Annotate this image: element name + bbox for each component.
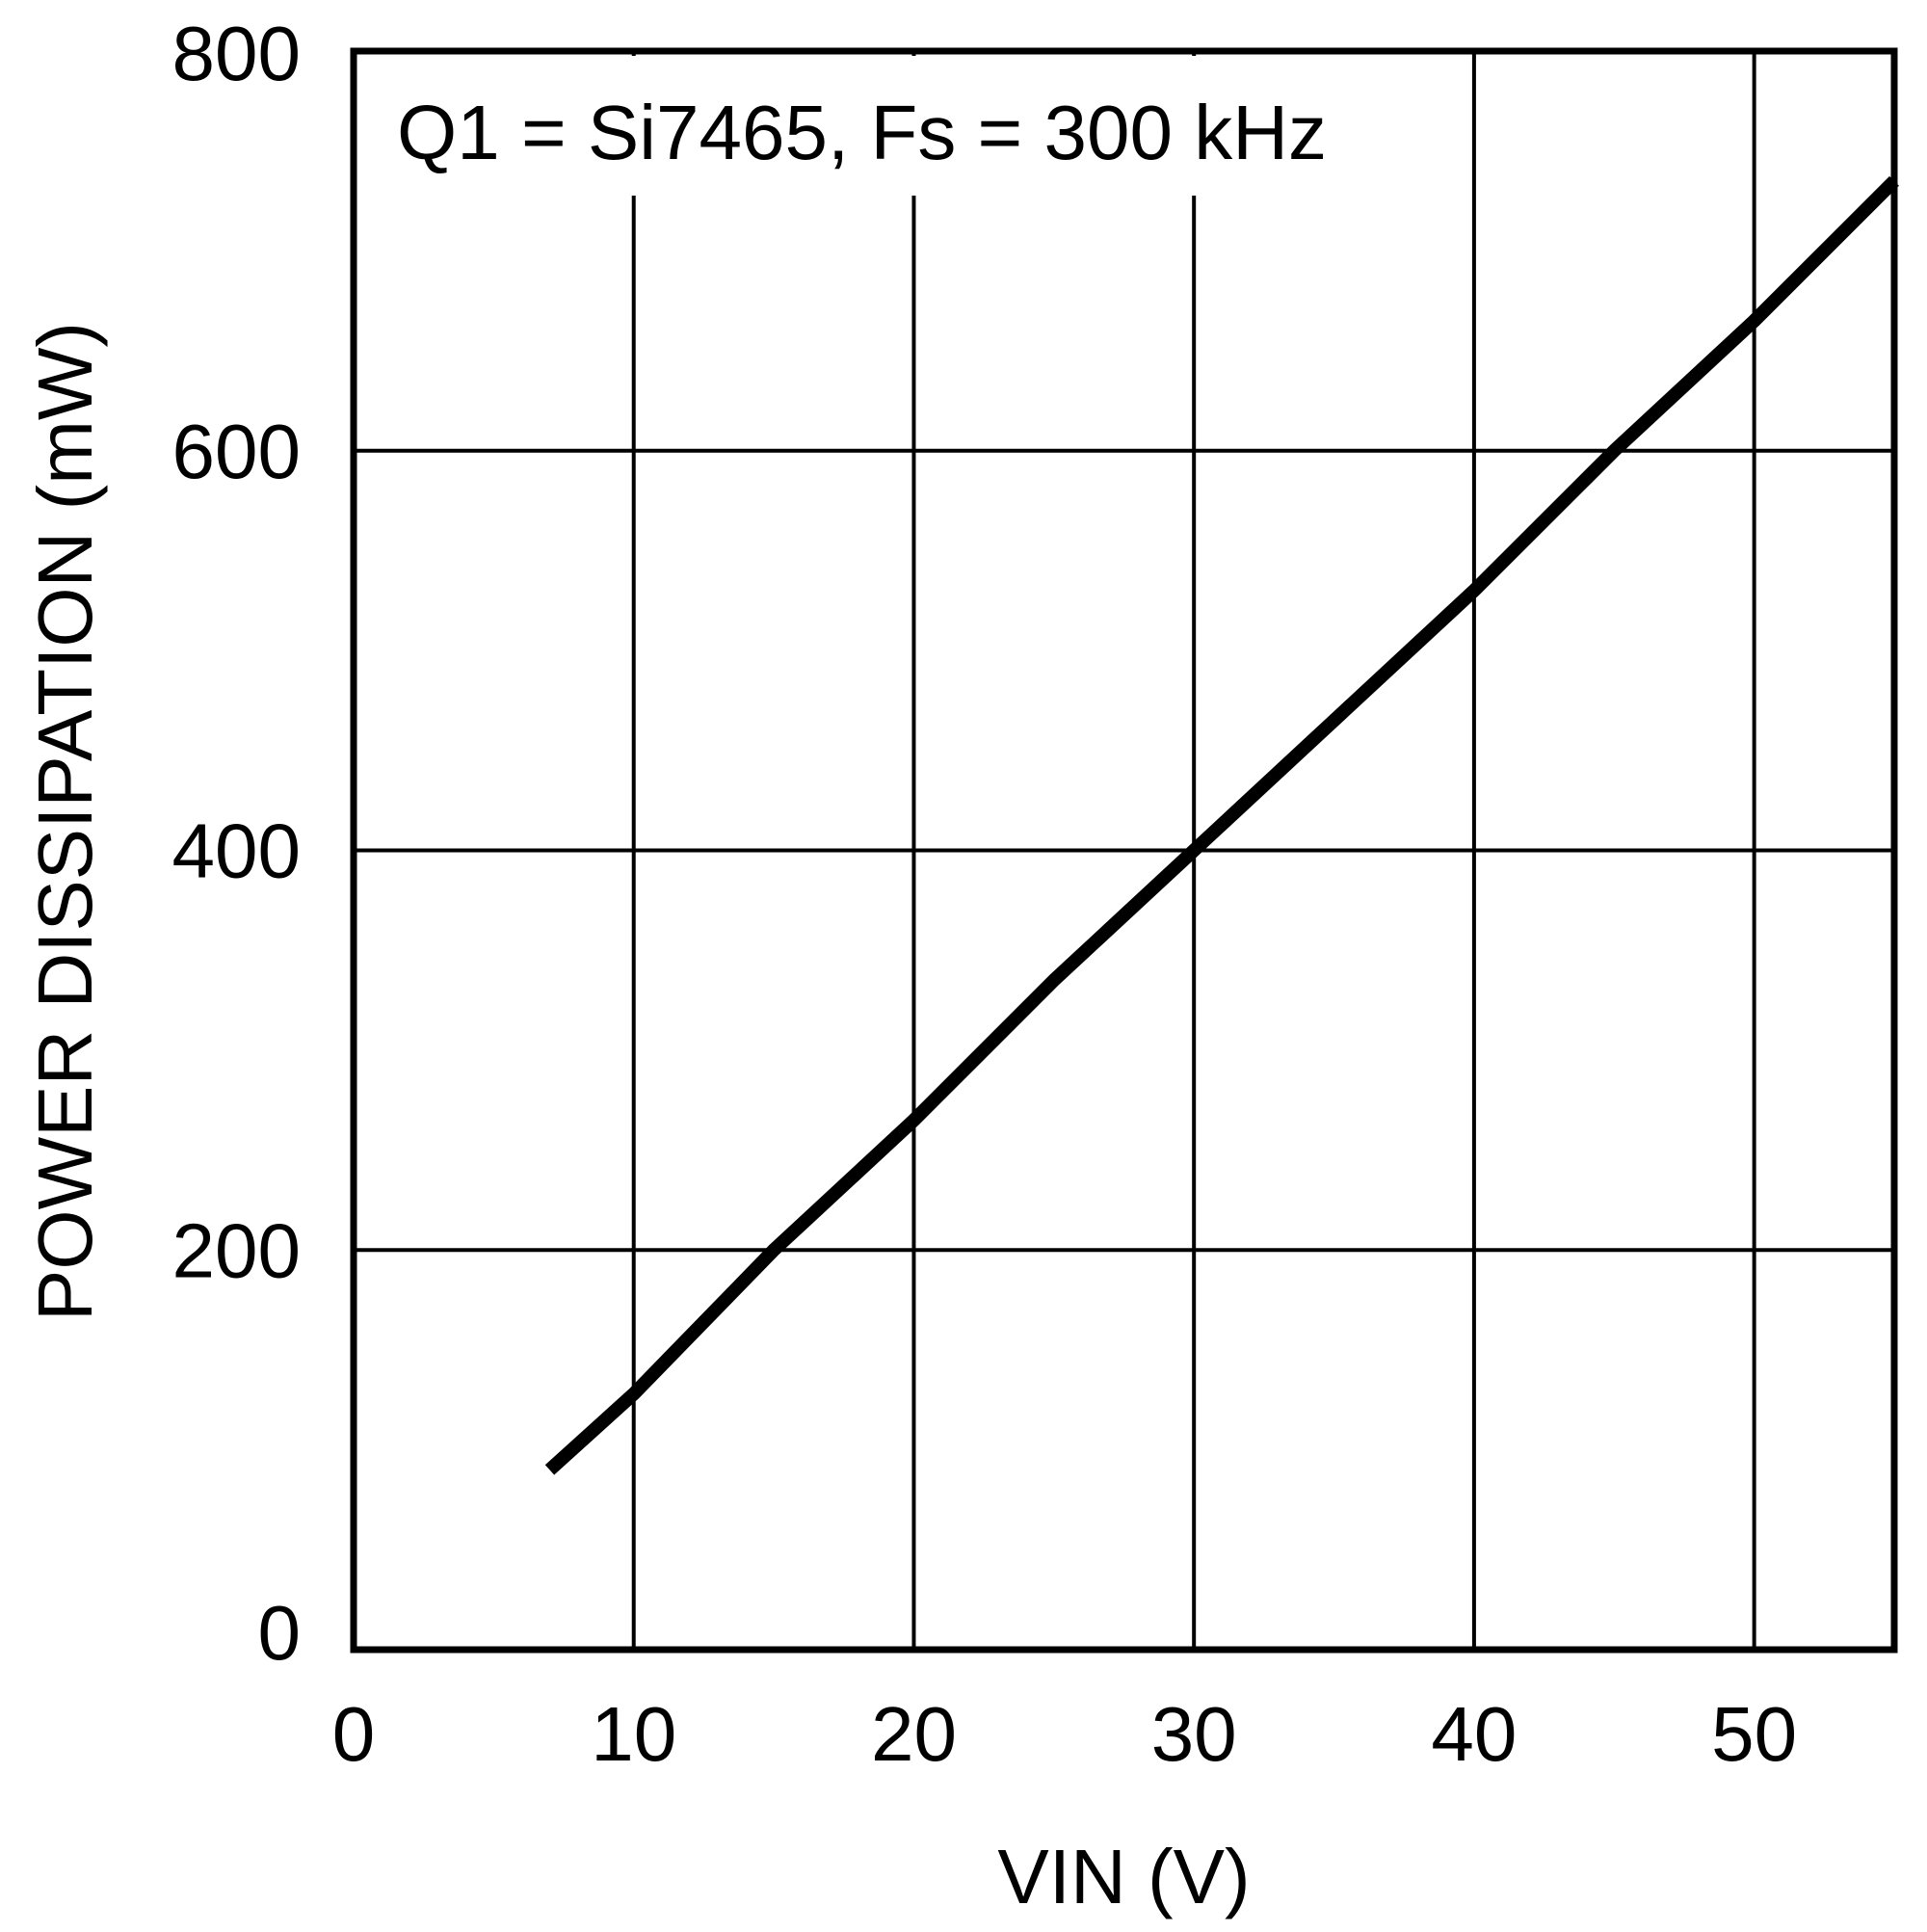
- plot-frame: [350, 47, 1898, 1654]
- x-tick-label-0: 0: [332, 1691, 376, 1777]
- series-line-0: [544, 175, 1899, 1475]
- y-tick-label-0: 0: [258, 1590, 302, 1676]
- tick-labels: 0 10 20 30 40 50 0 200 400 600 800: [172, 11, 1798, 1777]
- x-tick-label-20: 20: [871, 1691, 957, 1777]
- y-tick-label-600: 600: [172, 409, 301, 494]
- x-tick-label-50: 50: [1711, 1691, 1797, 1777]
- series-layer: [544, 175, 1899, 1475]
- x-axis-label: VIN (V): [997, 1834, 1250, 1919]
- x-tick-label-10: 10: [591, 1691, 676, 1777]
- chart-annotation: Q1 = Si7465, Fs = 300 kHz: [397, 90, 1327, 175]
- y-axis-label: POWER DISSIPATION (mW): [22, 322, 108, 1321]
- y-tick-label-200: 200: [172, 1207, 301, 1293]
- annotation-background: [385, 56, 1465, 196]
- y-tick-label-800: 800: [172, 11, 301, 96]
- y-tick-label-400: 400: [172, 808, 301, 894]
- x-tick-label-40: 40: [1431, 1691, 1517, 1777]
- x-tick-label-30: 30: [1151, 1691, 1237, 1777]
